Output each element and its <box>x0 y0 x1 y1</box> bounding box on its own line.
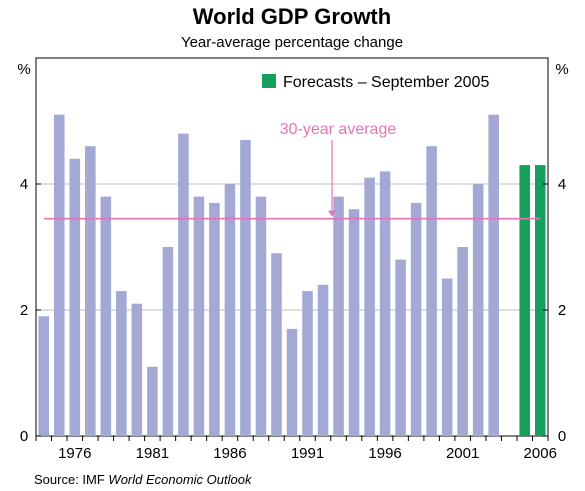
bar-0-1980 <box>131 303 143 436</box>
bar-0-2003 <box>488 114 499 436</box>
bar-0-2001 <box>457 247 468 436</box>
bar-0-1988 <box>255 196 267 436</box>
bar-0-1993 <box>333 196 344 436</box>
bar-0-1989 <box>271 253 282 436</box>
source-prefix: Source: IMF <box>34 472 108 487</box>
bar-0-1977 <box>85 146 96 436</box>
bar-0-1982 <box>162 247 174 436</box>
bar-0-1997 <box>395 259 406 436</box>
bar-0-1990 <box>286 328 298 436</box>
y-axis-ticks: 0 0 2 2 4 4 <box>20 176 566 445</box>
chart-subtitle: Year-average percentage change <box>181 34 403 51</box>
x-tick-label-0: 1976 <box>58 445 91 462</box>
legend: Forecasts – September 2005 <box>262 74 489 91</box>
source-note: Source: IMF World Economic Outlook <box>34 472 253 487</box>
bar-0-1975 <box>53 114 65 436</box>
bar-1-2006 <box>534 165 546 436</box>
bar-0-1995 <box>364 177 375 436</box>
y-tick-label-right-2: 4 <box>558 176 566 193</box>
bar-1-2005 <box>519 165 531 436</box>
bar-0-2002 <box>472 184 484 436</box>
source-title: World Economic Outlook <box>108 472 253 487</box>
bar-0-1999 <box>426 146 437 436</box>
bar-0-1981 <box>147 366 158 436</box>
x-axis-ticks: 1976 1981 1986 1991 1996 2001 2006 <box>35 436 557 462</box>
gridlines <box>36 183 548 311</box>
legend-label: Forecasts – September 2005 <box>283 74 489 91</box>
x-tick-label-5: 2001 <box>446 445 479 462</box>
bar-0-1991 <box>302 291 313 436</box>
bar-0-1986 <box>224 184 236 436</box>
x-tick-label-1: 1981 <box>136 445 169 462</box>
bar-0-1984 <box>193 196 205 436</box>
bar-0-1985 <box>209 202 220 436</box>
average-line-label: 30-year average <box>280 121 397 138</box>
bar-0-1978 <box>100 196 112 436</box>
chart-title: World GDP Growth <box>193 4 391 29</box>
legend-swatch <box>262 74 276 88</box>
bar-0-1992 <box>317 284 329 436</box>
average-line-group: 30-year average <box>44 121 540 220</box>
bars <box>38 114 546 437</box>
y-tick-label-right-1: 2 <box>558 302 566 319</box>
x-tick-label-4: 1996 <box>368 445 401 462</box>
right-axis-unit: % <box>555 61 568 78</box>
bar-0-1979 <box>116 291 127 436</box>
x-tick-label-3: 1991 <box>291 445 324 462</box>
x-tick-label-2: 1986 <box>213 445 246 462</box>
bar-0-1974 <box>38 316 50 436</box>
y-tick-label-left-2: 4 <box>20 176 28 193</box>
bar-0-1994 <box>348 209 360 436</box>
left-axis-unit: % <box>17 61 30 78</box>
x-tick-label-6: 2006 <box>524 445 557 462</box>
bar-0-1983 <box>178 133 189 436</box>
bar-0-2000 <box>441 278 453 436</box>
bar-0-1976 <box>69 158 81 437</box>
bar-0-1998 <box>410 202 422 436</box>
bar-0-1987 <box>240 139 251 436</box>
y-tick-label-left-0: 0 <box>20 428 28 445</box>
y-tick-label-right-0: 0 <box>558 428 566 445</box>
bar-0-1996 <box>379 171 391 436</box>
average-arrow-head <box>328 210 336 217</box>
y-tick-label-left-1: 2 <box>20 302 28 319</box>
